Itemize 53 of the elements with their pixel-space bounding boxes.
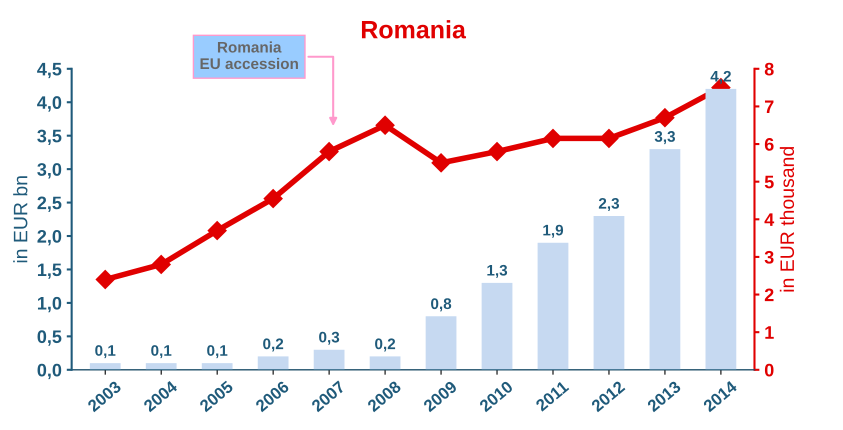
y2-tick-label: 7	[764, 100, 774, 113]
y-tick-label: 2,5	[37, 196, 62, 212]
data-label: 0,8	[431, 298, 452, 312]
point	[96, 270, 115, 290]
point	[264, 189, 283, 208]
y2-tick-label: 0	[764, 364, 774, 377]
y-tick-label: 4,0	[37, 96, 62, 112]
bar	[314, 350, 345, 370]
y-tick-label: 3,0	[37, 163, 62, 178]
bar	[538, 242, 568, 370]
data-label: 0,2	[375, 338, 396, 352]
y-tick-label: 3,5	[37, 130, 62, 146]
data-label: 0,2	[263, 338, 284, 352]
chart-title: Romania	[362, 20, 466, 38]
bar	[426, 316, 456, 370]
data-label: 1,9	[543, 224, 564, 238]
data-label: 3,3	[654, 131, 675, 144]
point	[487, 142, 507, 162]
y-tick-label: 4,5	[37, 62, 62, 78]
y-tick-label: 0,0	[38, 364, 62, 380]
y2-tick-label: 8	[764, 62, 774, 76]
point	[152, 254, 171, 274]
point	[432, 153, 451, 172]
data-label: 0,3	[319, 332, 340, 345]
data-label: 0,1	[207, 345, 228, 358]
y2-tick-label: 2	[764, 288, 774, 302]
point	[320, 142, 339, 162]
bar	[594, 216, 624, 370]
point	[208, 221, 227, 240]
y-axis-title: in EUR bn	[13, 176, 28, 262]
y2-axis-title: in EUR thousand	[780, 147, 794, 292]
y2-tick-label: 6	[764, 138, 774, 151]
bar	[370, 356, 400, 370]
bar	[706, 88, 736, 370]
data-label: 0,1	[95, 345, 116, 358]
y2-tick-label: 1	[765, 326, 774, 339]
data-label: 1,3	[487, 264, 508, 278]
annotation: Romania EU accession	[200, 41, 298, 70]
y2-tick-label: 3	[764, 250, 774, 264]
point	[376, 116, 395, 135]
data-label: 0,1	[151, 345, 172, 358]
y2-tick-label: 4	[764, 213, 774, 226]
point	[655, 108, 674, 128]
y-tick-label: 1,0	[38, 296, 62, 312]
bar	[258, 356, 289, 370]
data-label: 4,2	[710, 70, 731, 84]
bar	[482, 282, 512, 370]
y-tick-label: 2,0	[37, 230, 62, 246]
y-tick-label: 1,5	[38, 264, 62, 279]
bar	[650, 149, 680, 370]
y-tick-label: 0,5	[38, 330, 62, 346]
data-label: 2,3	[598, 198, 620, 211]
y2-tick-label: 5	[764, 176, 774, 188]
